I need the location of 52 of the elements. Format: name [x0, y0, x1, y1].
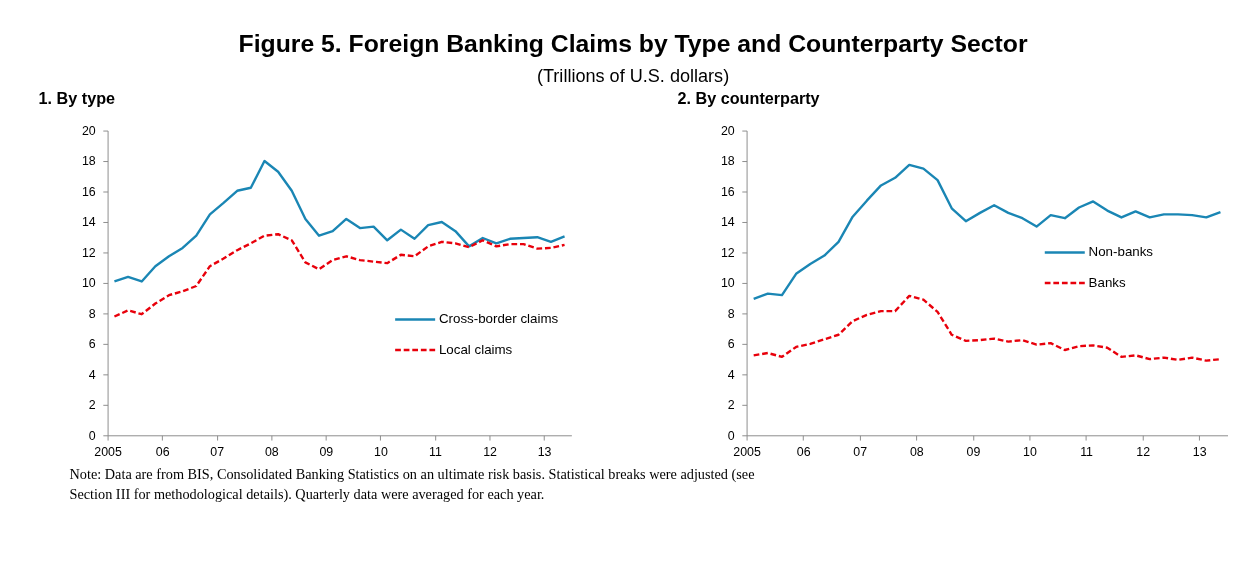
x-tick-label: 09	[966, 444, 981, 459]
caption: Figure 5. Foreign Banking Claims by Type and Counterparty Sector	[238, 30, 1028, 58]
y-tick-label: 6	[88, 337, 96, 352]
y-tick-label: 4	[88, 367, 96, 382]
x-tick-label: 12	[1136, 444, 1151, 459]
y-tick-label: 0	[727, 428, 735, 443]
y-tick-label: 14	[720, 215, 735, 230]
legend-label: Local claims	[438, 341, 513, 357]
x-tick-label: 13	[1192, 444, 1207, 459]
y-tick-label: 2	[727, 398, 735, 413]
y-tick-label: 8	[88, 306, 96, 321]
x-tick-label: 06	[155, 444, 170, 459]
text: (Trillions of U.S. dollars)	[536, 66, 730, 87]
y-tick-label: 6	[727, 337, 735, 352]
y-tick-label: 20	[720, 123, 735, 138]
x-tick-label: 2005	[94, 444, 122, 459]
y-tick-label: 18	[81, 154, 96, 169]
x-tick-label: 10	[374, 444, 388, 459]
legend-label: Cross-border claims	[438, 311, 559, 327]
y-tick-label: 12	[81, 245, 96, 260]
y-tick-label: 14	[81, 215, 96, 230]
y-tick-label: 0	[88, 428, 96, 443]
y-tick-label: 16	[720, 184, 735, 199]
chart-title: 1. By type	[38, 88, 116, 107]
legend-label: Non-banks	[1088, 244, 1154, 260]
y-tick-label: 8	[727, 306, 735, 321]
x-tick-label: 07	[210, 444, 225, 459]
x-tick-label: 07	[853, 444, 868, 459]
x-tick-label: 12	[483, 444, 498, 459]
y-tick-label: 4	[727, 367, 735, 382]
x-tick-label: 10	[1023, 444, 1037, 459]
y-tick-label: 20	[81, 123, 96, 138]
x-tick-label: 08	[909, 444, 924, 459]
x-tick-label: 06	[796, 444, 811, 459]
y-tick-label: 10	[720, 276, 735, 291]
line-series	[752, 163, 1222, 301]
x-tick-label: 08	[264, 444, 279, 459]
y-tick-label: 18	[720, 154, 735, 169]
line-series	[752, 294, 1222, 362]
x-tick-label: 09	[319, 444, 334, 459]
chart-title: 2. By counterparty	[677, 88, 820, 107]
x-tick-label: 11	[1080, 444, 1094, 459]
y-tick-label: 10	[81, 276, 96, 291]
x-tick-label: 13	[537, 444, 552, 459]
y-tick-label: 16	[81, 184, 96, 199]
x-tick-label: 11	[429, 444, 442, 459]
x-tick-label: 2005	[733, 444, 761, 459]
y-tick-label: 2	[88, 398, 96, 413]
line-series	[113, 159, 566, 283]
y-tick-label: 12	[720, 245, 735, 260]
text: Note: Data are from BIS, Consolidated Banking Statistics on an ultimate risk basis. Statistical breaks were adjusted (see Section III for methodological details). Quarterly data were averaged for each year.	[69, 466, 755, 504]
legend-label: Banks	[1088, 274, 1126, 290]
